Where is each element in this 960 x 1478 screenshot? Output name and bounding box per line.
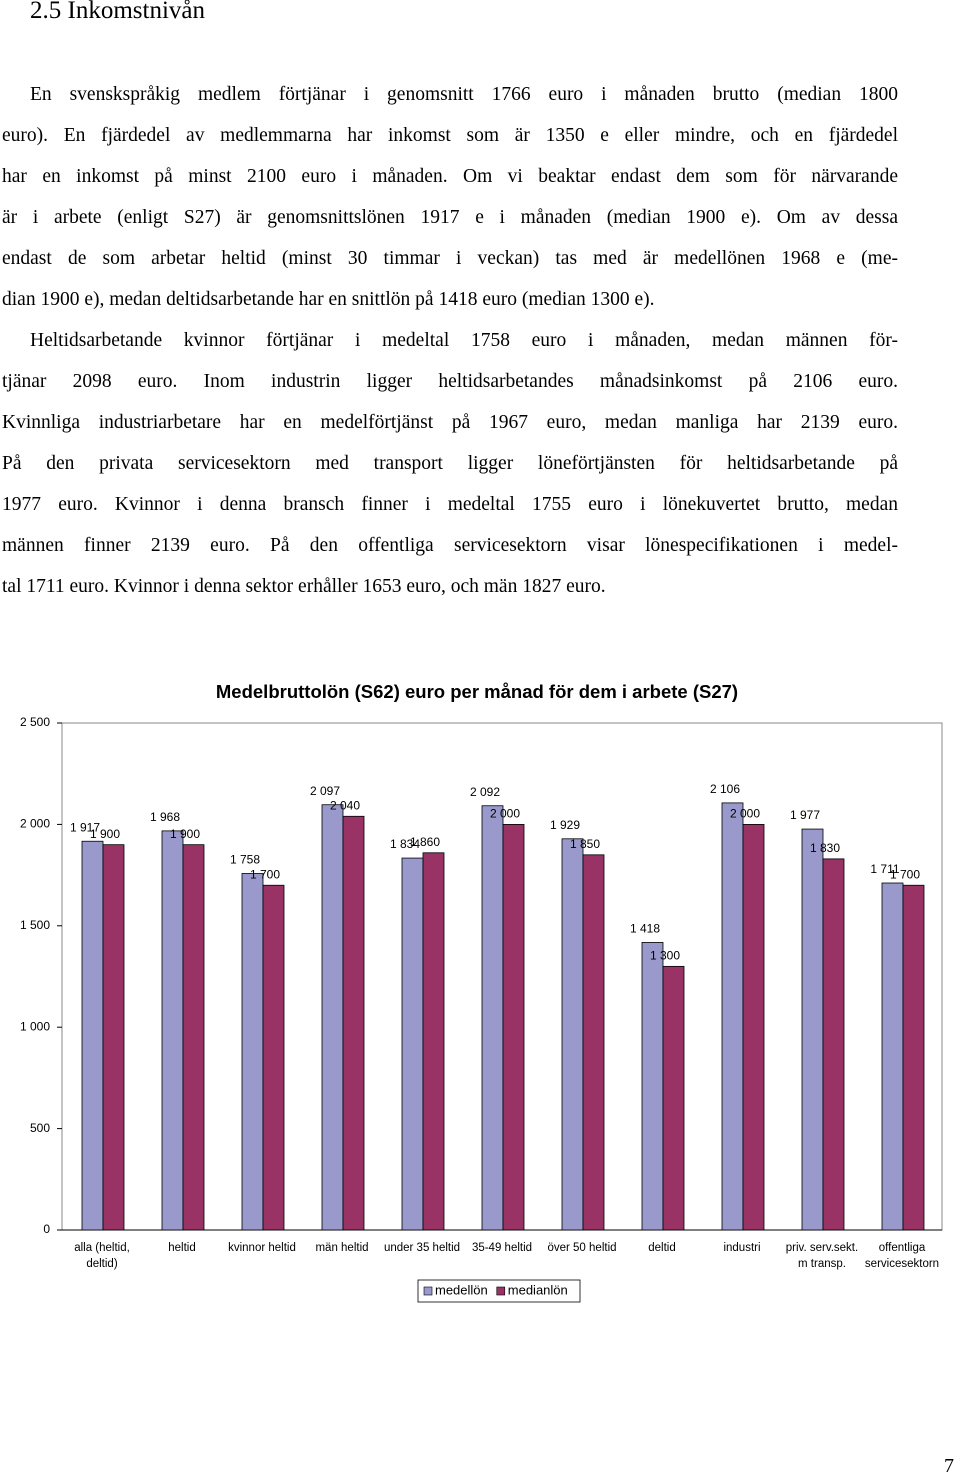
text-line: Heltidsarbetande kvinnor förtjänar i med… [30,330,898,351]
legend-label: medellön [435,1282,488,1297]
legend-label: medianlön [508,1282,568,1297]
text-line: tal 1711 euro. Kvinnor i denna sektor er… [2,576,606,597]
heading: 2.5 Inkomstnivån [30,0,205,24]
x-tick-label: deltid [648,1242,676,1254]
x-tick-label: offentliga servicesektorn [864,1242,940,1270]
data-label: 1 418 [630,922,660,936]
y-tick-label: 500 [30,1121,50,1135]
data-label: 1 968 [150,810,180,824]
bar [401,857,424,1231]
data-label: 1 758 [230,853,260,867]
bar [161,830,184,1231]
y-tick-label: 2 500 [20,715,50,729]
y-tick-label: 2 000 [20,817,50,831]
text-line: På den privata servicesektorn med transp… [2,453,898,474]
bar [182,844,205,1231]
data-label: 2 097 [310,784,340,798]
bar [641,942,664,1231]
text-line: männen finner 2139 euro. På den offentli… [2,535,898,556]
legend-swatch [496,1286,506,1296]
data-label: 2 092 [470,785,500,799]
x-tick-label: män heltid [315,1242,369,1254]
bar [822,858,845,1231]
data-label: 2 040 [330,798,360,812]
bar [321,804,344,1231]
bar [561,838,584,1231]
text-line: har en inkomst på minst 2100 euro i måna… [2,166,898,187]
data-label: 1 834 [390,837,420,851]
data-label: 2 000 [730,807,760,821]
bar [342,815,365,1231]
bar [81,840,104,1231]
data-label: 1 917 [70,820,100,834]
x-tick-label: under 35 heltid [383,1242,461,1254]
bar [262,884,285,1231]
x-tick-label: industri [723,1242,761,1254]
bar [502,824,525,1231]
text-line: dian 1900 e), medan deltidsarbetande har… [2,289,655,310]
text-line: euro). En fjärdedel av medlemmarna har i… [2,125,898,146]
text-line: tjänar 2098 euro. Inom industrin ligger … [2,371,898,392]
bar [422,852,445,1231]
bar [721,802,744,1231]
y-tick-label: 1 000 [20,1019,50,1033]
x-tick-label: kvinnor heltid [228,1242,296,1254]
x-tick-label: heltid [168,1242,196,1254]
data-label: 1 850 [570,837,600,851]
text-line: endast de som arbetar heltid (minst 30 t… [2,248,898,269]
x-tick-label: 35-49 heltid [471,1242,533,1254]
text-line: En svenskspråkig medlem förtjänar i geno… [30,84,898,105]
data-label: 1 929 [550,818,580,832]
x-tick-label: priv. serv.sekt. m transp. [785,1242,859,1270]
bar [742,824,765,1231]
data-label: 1 700 [250,867,280,881]
data-label: 1 700 [890,867,920,881]
x-tick-label: alla (heltid, deltid) [74,1242,130,1270]
data-label: 1 830 [810,841,840,855]
bar [881,882,904,1231]
bar [902,884,925,1231]
legend-swatch [423,1286,433,1296]
data-label: 1 977 [790,808,820,822]
text-line: är i arbete (enligt S27) är genomsnittsl… [2,207,898,228]
text-line: 1977 euro. Kvinnor i denna bransch finne… [2,494,898,515]
data-label: 1 900 [90,827,120,841]
data-label: 2 106 [710,782,740,796]
data-label: 1 860 [410,835,440,849]
chart-title: Medelbruttolön (S62) euro per månad för … [216,681,738,702]
data-label: 1 300 [650,949,680,963]
bar [801,828,824,1231]
data-label: 1 711 [870,862,899,876]
bar [241,873,264,1231]
data-label: 2 000 [490,807,520,821]
page-number: 7 [944,1455,954,1477]
bar [481,805,504,1231]
bar [102,844,125,1231]
bar [582,854,605,1231]
text-line: Kvinnliga industriarbetare har en medelf… [2,412,898,433]
x-tick-label: över 50 heltid [547,1242,617,1254]
data-label: 1 900 [170,827,200,841]
bar [662,965,685,1231]
y-tick-label: 1 500 [20,918,50,932]
y-tick-label: 0 [43,1222,50,1236]
